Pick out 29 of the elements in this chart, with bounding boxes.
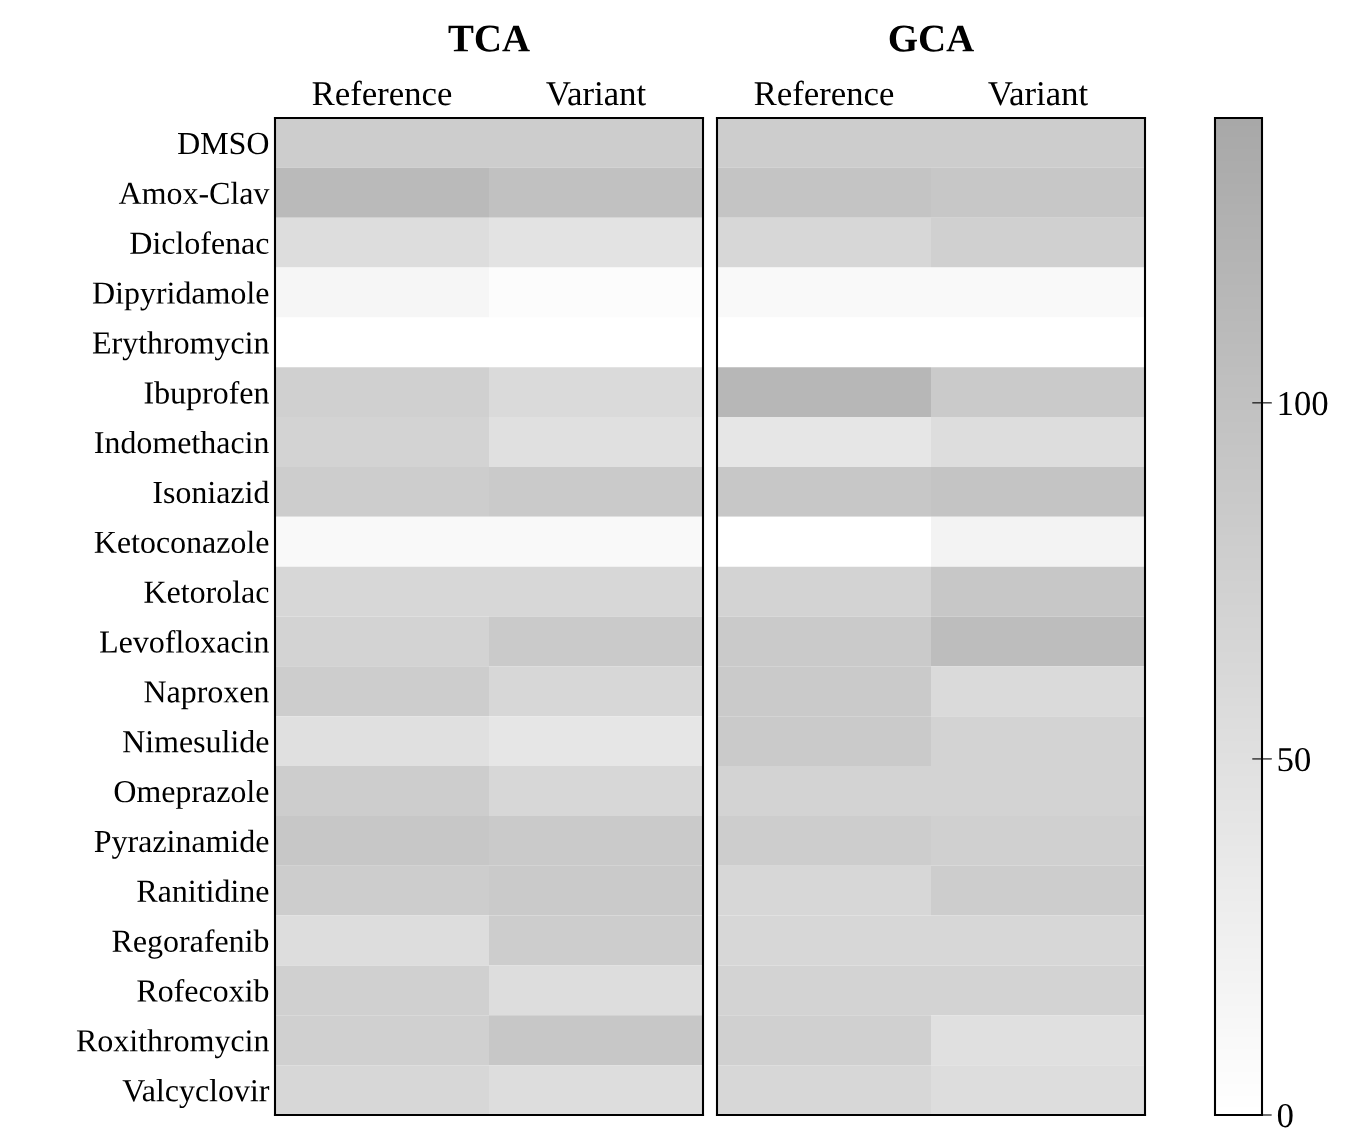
x-tick-label: Reference — [312, 80, 452, 106]
x-tick-label: Variant — [546, 82, 646, 106]
y-tick-label: Dipyridamole — [92, 281, 269, 311]
y-tick-label: Diclofenac — [130, 231, 269, 255]
y-tick-label: Ranitidine — [137, 879, 269, 903]
y-tick-label: Valcyclovir — [122, 1078, 270, 1109]
text: TCA — [448, 25, 530, 52]
x-tick-label: Variant — [988, 82, 1088, 106]
y-tick-label: Omeprazole — [114, 779, 269, 809]
text: GCA — [889, 25, 974, 52]
y-tick-label: Ketoconazole — [94, 530, 269, 554]
color-bar-label: 0 — [1277, 1103, 1293, 1128]
y-tick-label: Nimesulide — [123, 730, 269, 753]
color-bar-label: 50 — [1278, 747, 1310, 772]
y-tick-label: Ketorolac — [144, 580, 269, 603]
y-tick-label: Amox-Clav — [118, 181, 270, 205]
y-tick-label: DMSO — [178, 132, 269, 155]
y-tick-label: Ibuprofen — [144, 380, 269, 411]
y-tick-label: Erythromycin — [92, 331, 269, 361]
y-tick-label: Pyrazinamide — [94, 829, 269, 859]
y-tick-label: Rofecoxib — [137, 978, 269, 1002]
y-tick-label: Regorafenib — [112, 929, 269, 959]
y-tick-label: Levofloxacin — [100, 630, 269, 653]
y-tick-label: Isoniazid — [153, 480, 270, 504]
y-tick-label: Naproxen — [144, 681, 269, 710]
y-tick-label: Roxithromycin — [76, 1029, 269, 1059]
x-tick-label: Reference — [754, 80, 894, 106]
color-bar-label: 100 — [1279, 391, 1328, 416]
y-tick-label: Indomethacin — [94, 430, 269, 454]
